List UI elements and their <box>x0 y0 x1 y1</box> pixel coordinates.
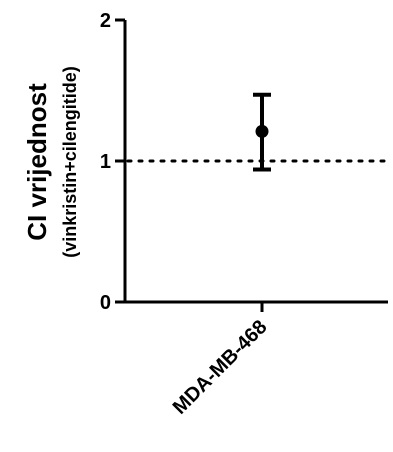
y-axis-ticks: 0 1 2 <box>100 10 125 314</box>
x-axis-ticks: MDA-MB-468 <box>169 302 272 419</box>
x-tick-label: MDA-MB-468 <box>169 316 272 419</box>
y-tick-label: 0 <box>100 292 111 314</box>
y-axis-label: CI vrijednost <box>22 83 52 241</box>
y-tick-label: 1 <box>100 151 111 173</box>
y-axis-title: CI vrijednost (vinkristin+cilengitide) <box>22 66 80 258</box>
y-tick-label: 2 <box>100 10 111 32</box>
data-marks <box>253 92 271 172</box>
y-axis-sublabel: (vinkristin+cilengitide) <box>60 66 80 258</box>
data-point <box>255 124 269 138</box>
